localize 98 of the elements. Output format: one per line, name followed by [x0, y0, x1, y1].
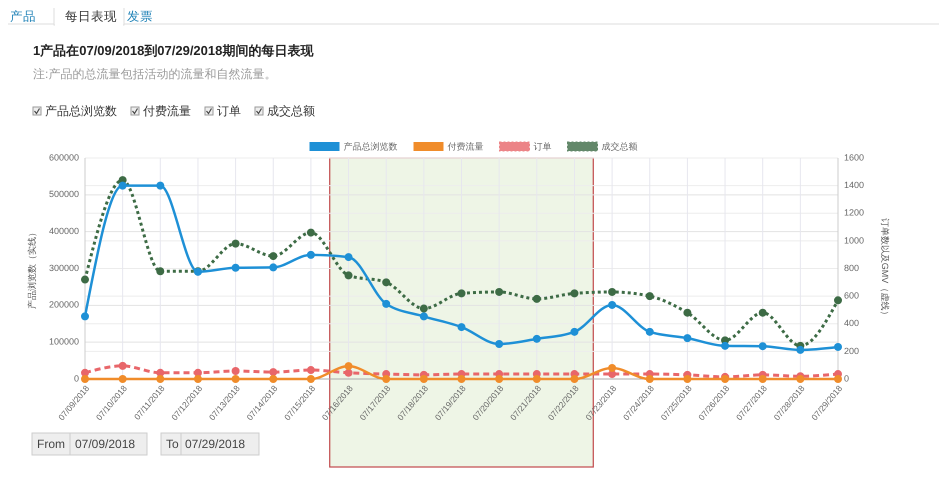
point	[758, 375, 767, 383]
point	[458, 323, 466, 332]
point	[570, 289, 578, 298]
point	[344, 362, 353, 370]
point	[834, 296, 842, 304]
point	[269, 263, 278, 272]
point	[194, 375, 202, 383]
point	[532, 375, 541, 383]
y2-tick-label: 400	[844, 318, 860, 328]
text: From	[37, 437, 65, 452]
point	[344, 368, 353, 377]
y2-tick-label: 1400	[844, 180, 864, 190]
text: 产品总浏览数	[45, 104, 117, 118]
chart-subtitle: 注:产品的总流量包括活动的流量和自然流量。	[33, 67, 276, 81]
point	[118, 375, 127, 383]
text: 付费流量	[143, 104, 191, 118]
text: 每日表现	[65, 9, 117, 24]
point	[306, 366, 315, 374]
point	[269, 368, 278, 376]
point	[232, 264, 240, 272]
point	[306, 228, 315, 237]
legend-label: 付费流量	[448, 141, 484, 152]
text: 订单	[217, 104, 241, 118]
point	[382, 375, 390, 383]
y-tick-label: 300000	[48, 262, 79, 273]
point	[420, 312, 428, 320]
y2-tick-label: 600	[844, 290, 860, 300]
point	[118, 182, 127, 190]
y2-tick-label: 1200	[844, 208, 864, 218]
point	[834, 342, 842, 351]
point	[683, 308, 692, 317]
point	[458, 375, 466, 383]
point	[269, 252, 278, 260]
point	[81, 276, 89, 284]
point	[382, 278, 390, 286]
y2-tick-label: 200	[844, 346, 860, 356]
point	[646, 328, 654, 336]
point	[382, 300, 390, 308]
point	[495, 340, 504, 348]
point	[683, 375, 692, 383]
text: 07/29/2018	[185, 437, 246, 452]
point	[570, 375, 578, 383]
point	[683, 334, 692, 342]
point	[156, 182, 164, 190]
point	[81, 375, 89, 383]
point	[608, 364, 616, 372]
point	[796, 375, 804, 383]
y-tick-label: 500000	[48, 189, 79, 200]
point	[269, 375, 278, 383]
point	[495, 375, 504, 383]
point	[495, 288, 504, 296]
y-tick-label: 600000	[48, 152, 79, 162]
point	[608, 288, 616, 296]
text: 成交总额	[267, 104, 315, 118]
point	[721, 342, 730, 350]
text: 产品	[10, 9, 36, 24]
point	[156, 375, 164, 383]
point	[532, 334, 541, 343]
y2-tick-label: 1000	[844, 235, 864, 246]
point	[532, 294, 541, 303]
point	[156, 267, 164, 276]
point	[420, 375, 428, 383]
point	[306, 250, 315, 259]
point	[232, 366, 240, 375]
y2-tick-label: 800	[844, 262, 860, 273]
y2-tick-label: 0	[844, 373, 850, 384]
text: 07/09/2018	[75, 437, 136, 452]
point	[344, 271, 353, 280]
point	[81, 312, 89, 320]
point	[834, 375, 842, 383]
text: To	[166, 437, 179, 452]
point	[608, 300, 616, 309]
point	[721, 375, 730, 383]
point	[570, 328, 578, 336]
y-tick-label: 400000	[48, 226, 79, 236]
point	[458, 289, 466, 298]
text: 发票	[127, 9, 153, 24]
chart-title: 1产品在07/09/2018到07/29/2018期间的每日表现	[33, 43, 314, 58]
y-tick-label: 200000	[48, 300, 79, 310]
y2-tick-label: 1600	[844, 152, 864, 162]
point	[306, 375, 315, 383]
legend-label: 产品总浏览数	[344, 141, 398, 152]
point	[758, 308, 767, 317]
legend-label: 订单	[534, 141, 552, 152]
point	[118, 362, 127, 370]
point	[232, 375, 240, 383]
point	[232, 240, 240, 248]
point	[758, 342, 767, 350]
y2-axis-title: 订单数以及GMV（虚线）	[880, 218, 890, 320]
point	[420, 304, 428, 313]
y-tick-label: 100000	[48, 336, 79, 347]
point	[646, 292, 654, 300]
point	[796, 346, 804, 354]
y-axis-title: 产品浏览数（实线）	[27, 228, 37, 309]
point	[344, 253, 353, 262]
point	[646, 375, 654, 383]
legend-label: 成交总额	[602, 141, 638, 152]
y-tick-label: 0	[74, 373, 79, 384]
